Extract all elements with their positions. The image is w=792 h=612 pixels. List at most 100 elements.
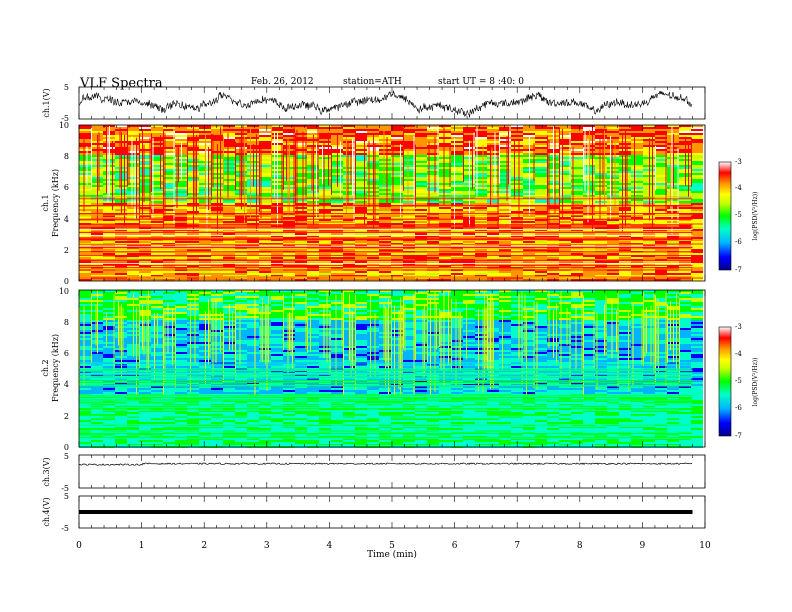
spectrogram-cell — [163, 275, 175, 277]
spectrogram-cell — [463, 265, 475, 267]
spectrogram-cell — [415, 151, 427, 153]
spectrogram-cell — [547, 257, 559, 259]
spectrogram-cell — [319, 185, 331, 187]
spectrogram-burst — [193, 126, 194, 233]
spectrogram-cell — [607, 215, 619, 217]
spectrogram-cell — [211, 308, 223, 310]
spectrogram-cell — [295, 213, 307, 215]
spectrogram-cell — [547, 298, 559, 300]
spectrogram-cell — [223, 181, 235, 183]
spectrogram-cell — [655, 163, 667, 165]
spectrogram-cell — [451, 247, 463, 249]
spectrogram-line — [79, 277, 693, 279]
spectrogram-cell — [271, 265, 283, 267]
ch1-freq-tick: 8 — [64, 152, 69, 161]
spectrogram-cell — [607, 145, 619, 147]
spectrogram-cell — [547, 292, 559, 294]
spectrogram-cell — [307, 133, 319, 135]
spectrogram-cell — [415, 300, 427, 302]
spectrogram-cell — [175, 209, 187, 211]
spectrogram-cell — [655, 217, 667, 219]
spectrogram-cell — [583, 263, 595, 265]
spectrogram-cell — [175, 221, 187, 223]
spectrogram-cell — [163, 153, 175, 155]
spectrogram-cell — [535, 135, 547, 137]
spectrogram-cell — [199, 267, 211, 269]
spectrogram-cell — [559, 173, 571, 175]
spectrogram-cell — [571, 217, 583, 219]
spectrogram-cell — [451, 219, 463, 221]
spectrogram-cell — [691, 181, 703, 183]
spectrogram-cell — [523, 306, 535, 308]
spectrogram-cell — [655, 189, 667, 191]
spectrogram-cell — [343, 167, 355, 169]
spectrogram-cell — [151, 241, 163, 243]
spectrogram-cell — [559, 143, 571, 145]
spectrogram-cell — [415, 169, 427, 171]
spectrogram-cell — [271, 253, 283, 255]
spectrogram-cell — [643, 247, 655, 249]
spectrogram-cell — [211, 129, 223, 131]
spectrogram-cell — [391, 219, 403, 221]
spectrogram-cell — [499, 189, 511, 191]
spectrogram-cell — [559, 187, 571, 189]
spectrogram-cell — [559, 127, 571, 129]
spectrogram-cell — [451, 189, 463, 191]
spectrogram-cell — [607, 223, 619, 225]
spectrogram-cell — [583, 125, 595, 127]
spectrogram-cell — [475, 137, 487, 139]
spectrogram-cell — [679, 271, 691, 273]
spectrogram-cell — [79, 261, 91, 263]
spectrogram-cell — [547, 290, 559, 292]
spectrogram-cell — [379, 292, 391, 294]
spectrogram-cell — [571, 171, 583, 173]
spectrogram-burst — [220, 127, 221, 214]
spectrogram-cell — [115, 223, 127, 225]
spectrogram-cell — [499, 233, 511, 235]
spectrogram-cell — [223, 159, 235, 161]
spectrogram-cell — [79, 207, 91, 209]
spectrogram-cell — [487, 271, 499, 273]
spectrogram-cell — [487, 195, 499, 197]
spectrogram-cell — [559, 219, 571, 221]
spectrogram-cell — [439, 145, 451, 147]
spectrogram-cell — [259, 267, 271, 269]
spectrogram-cell — [463, 257, 475, 259]
spectrogram-cell — [319, 139, 331, 141]
spectrogram-cell — [223, 157, 235, 159]
spectrogram-cell — [295, 292, 307, 294]
spectrogram-cell — [127, 169, 139, 171]
spectrogram-line — [79, 238, 693, 240]
spectrogram-burst — [83, 138, 85, 212]
spectrogram-cell — [331, 241, 343, 243]
spectrogram-cell — [199, 306, 211, 308]
spectrogram-cell — [655, 185, 667, 187]
spectrogram-cell — [79, 139, 91, 141]
spectrogram-cell — [331, 290, 343, 292]
spectrogram-cell — [511, 235, 523, 237]
spectrogram-cell — [259, 197, 271, 199]
spectrogram-cell — [439, 203, 451, 205]
spectrogram-cell — [475, 149, 487, 151]
spectrogram-cell — [367, 265, 379, 267]
spectrogram-cell — [271, 294, 283, 296]
spectrogram-cell — [259, 261, 271, 263]
spectrogram-burst — [271, 125, 272, 206]
spectrogram-cell — [163, 304, 175, 306]
spectrogram-cell — [223, 271, 235, 273]
spectrogram-cell — [535, 127, 547, 129]
spectrogram-burst — [671, 125, 673, 235]
spectrogram-cell — [103, 217, 115, 219]
spectrogram-cell — [151, 125, 163, 127]
spectrogram-cell — [115, 253, 127, 255]
spectrogram-cell — [667, 125, 679, 127]
spectrogram-cell — [631, 290, 643, 292]
spectrogram-cell — [127, 127, 139, 129]
spectrogram-cell — [559, 271, 571, 273]
spectrogram-cell — [331, 203, 343, 205]
spectrogram-cell — [79, 294, 91, 296]
spectrogram-cell — [79, 191, 91, 193]
spectrogram-cell — [391, 125, 403, 127]
spectrogram-cell — [199, 127, 211, 129]
spectrogram-cell — [151, 163, 163, 165]
